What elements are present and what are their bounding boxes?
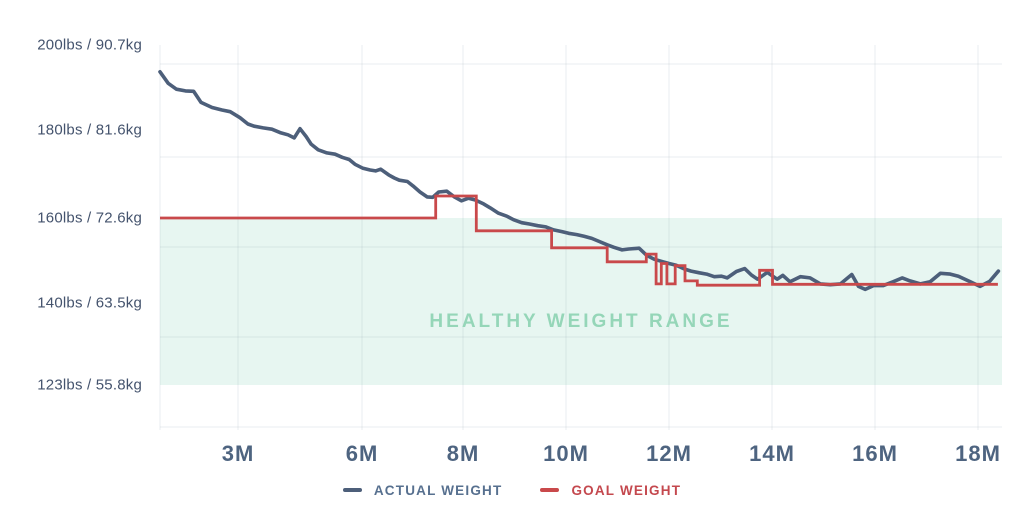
x-axis-label: 10M <box>543 441 589 466</box>
healthy-range-label: HEALTHY WEIGHT RANGE <box>429 311 732 332</box>
x-axis-label: 3M <box>221 441 255 466</box>
y-axis-label: 140lbs / 63.5kg <box>37 294 142 312</box>
legend-swatch <box>540 488 560 492</box>
y-axis-label: 180lbs / 81.6kg <box>37 121 142 139</box>
x-axis-label: 6M <box>345 441 379 466</box>
y-axis-label: 123lbs / 55.8kg <box>37 376 142 394</box>
x-axis-label: 18M <box>955 441 1001 466</box>
y-axis-label: 200lbs / 90.7kg <box>37 36 142 54</box>
healthy-range-band <box>160 218 1002 385</box>
chart-legend: ACTUAL WEIGHT GOAL WEIGHT <box>0 480 1024 500</box>
legend-item-actual-weight: ACTUAL WEIGHT <box>342 482 503 498</box>
legend-label: GOAL WEIGHT <box>571 482 682 498</box>
goal-weight-line <box>160 194 998 287</box>
x-axis-label: 8M <box>446 441 480 466</box>
x-axis-label: 12M <box>646 441 692 466</box>
legend-item-goal-weight: GOAL WEIGHT <box>540 483 681 498</box>
y-axis-label: 160lbs / 72.6kg <box>37 209 142 227</box>
x-axis-label: 14M <box>749 441 795 466</box>
legend-label: ACTUAL WEIGHT <box>373 482 503 498</box>
x-axis-label: 16M <box>852 441 898 466</box>
legend-swatch <box>342 488 362 492</box>
